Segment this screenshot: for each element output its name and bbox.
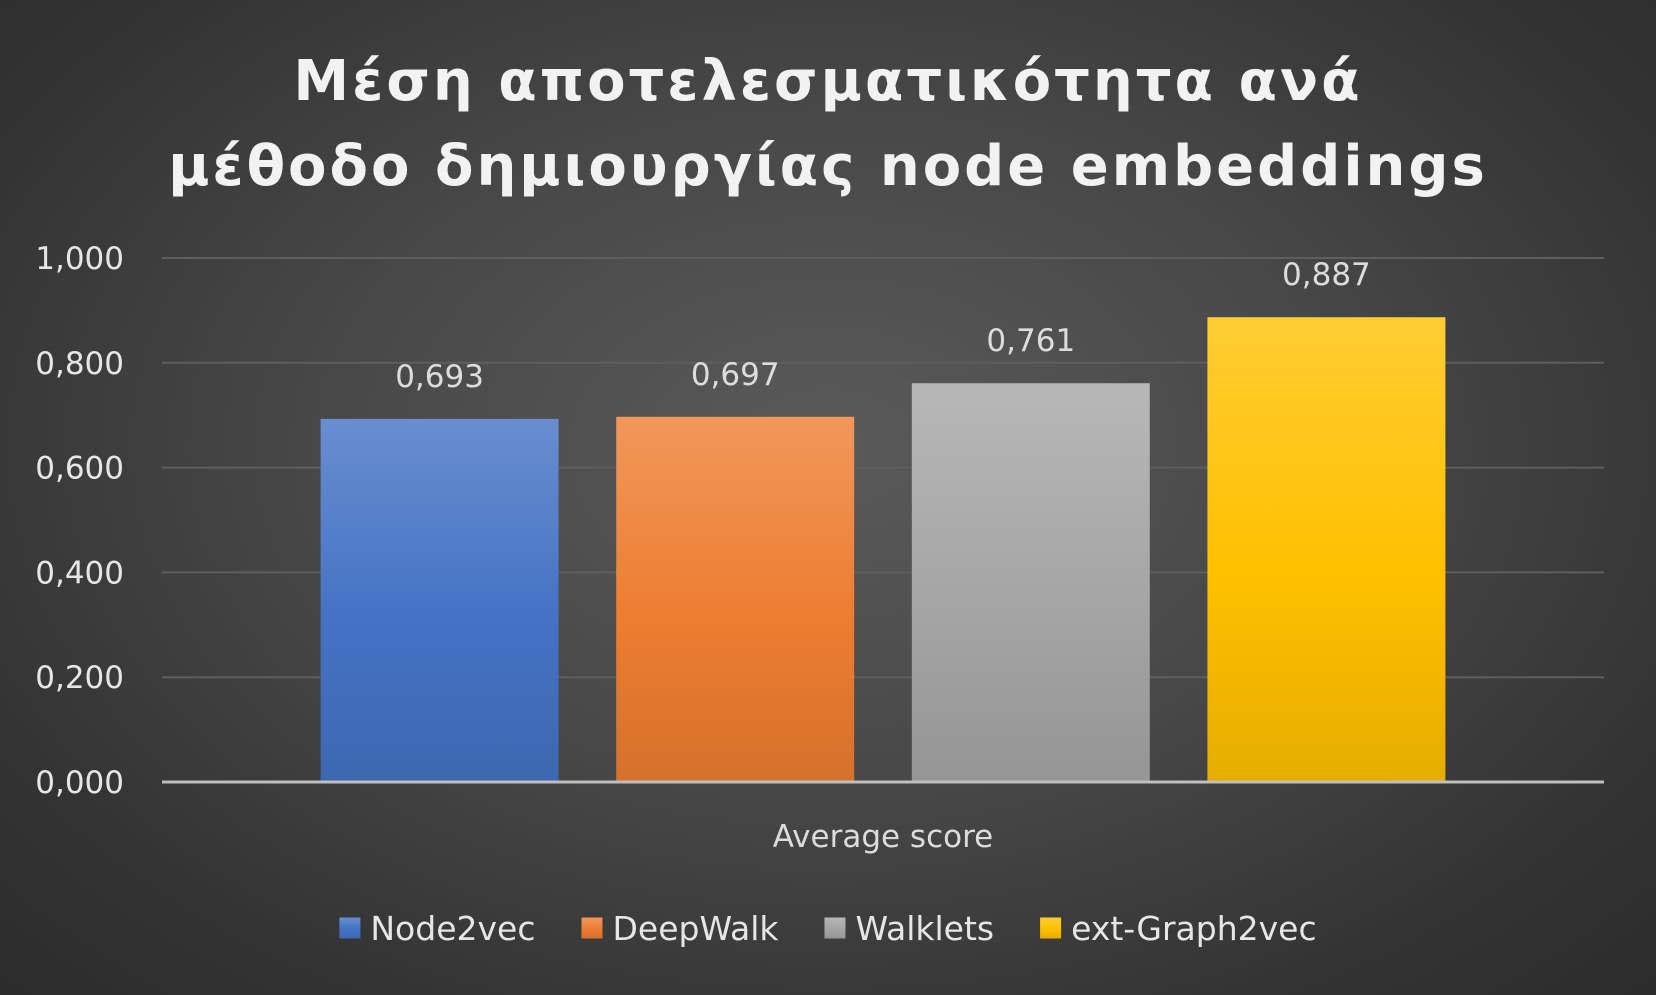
bar-ext-graph2vec	[1207, 317, 1446, 782]
data-label: 0,697	[691, 357, 780, 393]
legend-swatch	[581, 917, 603, 939]
legend-label: Walklets	[855, 909, 994, 948]
y-tick-label: 1,000	[35, 241, 124, 277]
x-axis-category-label: Average score	[773, 819, 993, 855]
y-tick-label: 0,000	[35, 765, 124, 801]
chart-title-line-1: Μέση αποτελεσματικότητα ανά	[293, 49, 1362, 114]
legend-swatch	[824, 917, 846, 939]
y-tick-label: 0,200	[35, 660, 124, 696]
y-axis-tick-labels: 0,000 0,200 0,400 0,600 0,800 1,000	[35, 241, 124, 801]
legend-label: DeepWalk	[612, 909, 779, 948]
bars	[320, 317, 1446, 782]
data-labels: 0,693 0,697 0,761 0,887	[395, 257, 1371, 395]
y-tick-label: 0,600	[35, 451, 124, 487]
legend-swatch	[339, 917, 361, 939]
data-label: 0,693	[395, 359, 484, 395]
y-tick-label: 0,800	[35, 346, 124, 382]
bar-node2vec	[320, 418, 559, 782]
y-tick-label: 0,400	[35, 555, 124, 591]
legend-swatch	[1040, 917, 1062, 939]
legend-label: ext-Graph2vec	[1071, 909, 1317, 948]
legend-label: Node2vec	[370, 909, 535, 948]
legend: Node2vec DeepWalk Walklets ext-Graph2vec	[339, 909, 1317, 948]
data-label: 0,761	[986, 323, 1075, 359]
bar-walklets	[911, 383, 1150, 782]
bar-deepwalk	[616, 416, 855, 782]
data-label: 0,887	[1282, 257, 1371, 293]
chart-title-line-2: μέθοδο δημιουργίας node embeddings	[168, 134, 1488, 199]
chart-title: Μέση αποτελεσματικότητα ανά μέθοδο δημιο…	[168, 49, 1488, 199]
